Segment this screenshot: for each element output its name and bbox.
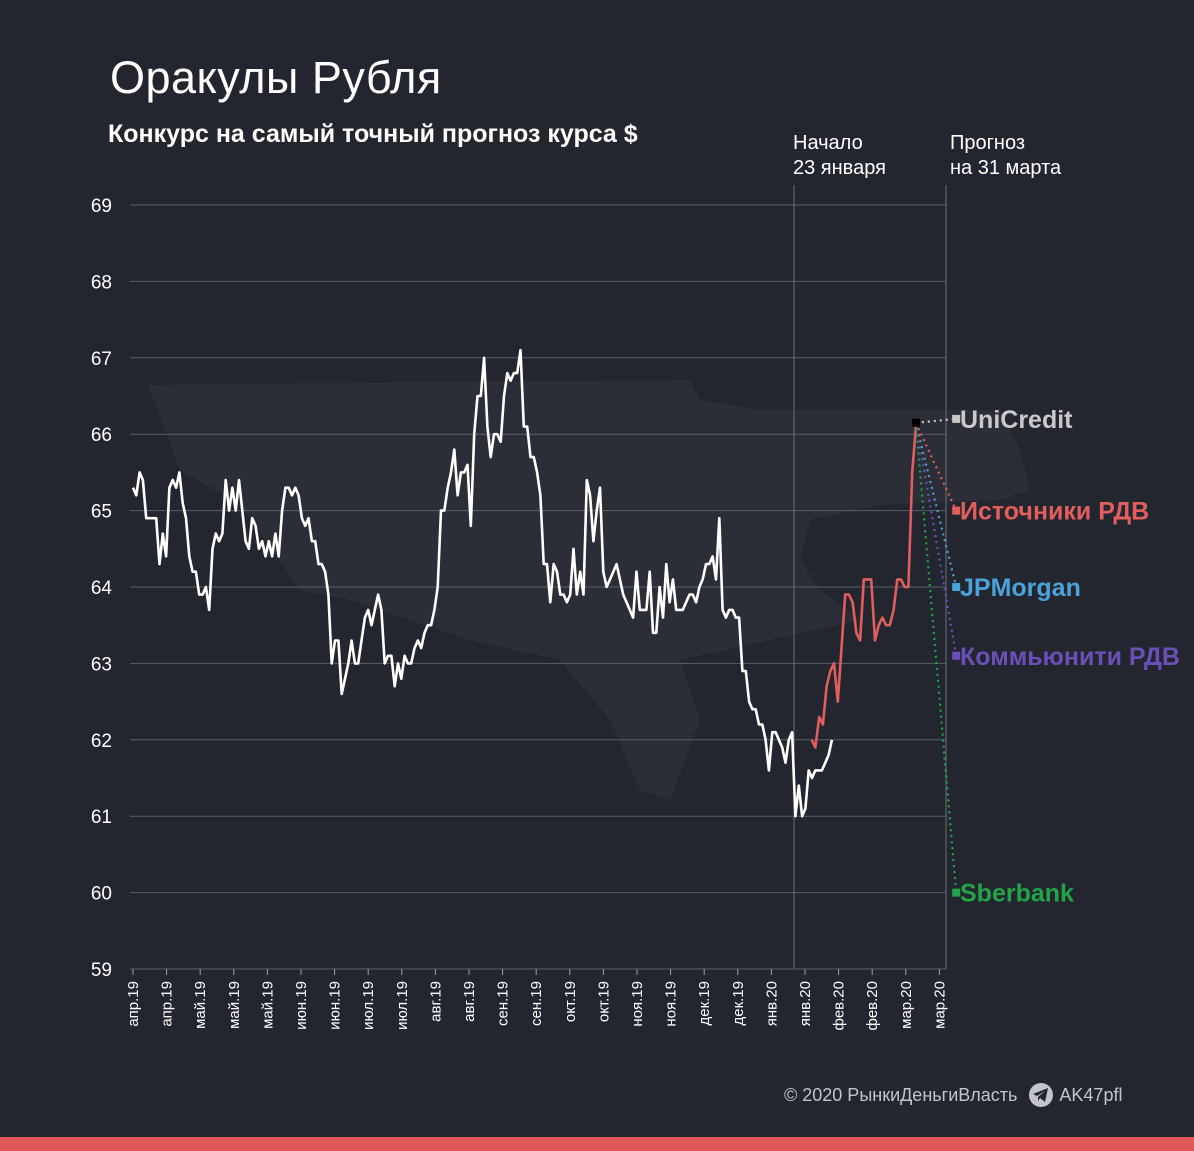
x-tick-label: сен.19 xyxy=(528,981,545,1026)
x-tick-label: июн.19 xyxy=(293,981,310,1030)
y-tick-label: 61 xyxy=(91,807,112,828)
watermark-logo xyxy=(148,380,1030,800)
x-tick-label: окт.19 xyxy=(562,981,579,1022)
footer: © 2020 РынкиДеньгиВласть AK47pfl xyxy=(784,1083,1122,1107)
x-tick-label: май.19 xyxy=(259,981,276,1029)
x-tick-label: ноя.19 xyxy=(629,981,646,1027)
forecast-line xyxy=(914,422,958,893)
chart-subtitle: Конкурс на самый точный прогноз курса $ xyxy=(108,120,638,148)
x-tick-label: дек.19 xyxy=(696,981,713,1026)
forecast-marker xyxy=(952,506,961,515)
x-tick-label: дек.19 xyxy=(730,981,747,1026)
y-tick-label: 67 xyxy=(91,349,112,370)
start-annotation-line2: 23 января xyxy=(793,157,886,179)
y-tick-label: 63 xyxy=(91,654,112,675)
x-tick-label: май.19 xyxy=(192,981,209,1029)
x-tick-label: авг.19 xyxy=(461,981,478,1022)
x-axis: апр.19 апр.19 май.19 май.19 май.19 июн.19 июн.… xyxy=(125,969,948,1031)
forecast-line xyxy=(915,417,957,424)
y-tick-label: 59 xyxy=(91,960,112,981)
x-tick-label: июл.19 xyxy=(360,981,377,1030)
x-tick-label: янв.20 xyxy=(763,981,780,1026)
forecast-marker xyxy=(952,414,961,423)
x-tick-label: май.19 xyxy=(226,981,243,1029)
forecast-lines: UniCredit Источники РДВ JPMorgan Коммьюнити… xyxy=(911,406,1180,908)
forecast-line xyxy=(914,422,958,512)
x-tick-label: окт.19 xyxy=(595,981,612,1022)
forecast-label: Sberbank xyxy=(960,880,1074,908)
telegram-icon xyxy=(1029,1083,1054,1107)
x-tick-label: мар.20 xyxy=(931,981,948,1029)
forecast-origin-marker xyxy=(911,418,920,427)
x-tick-label: ноя.19 xyxy=(663,981,680,1027)
y-tick-label: 65 xyxy=(91,502,112,523)
footer-copyright: © 2020 РынкиДеньгиВласть xyxy=(784,1084,1018,1105)
x-tick-label: авг.19 xyxy=(427,981,444,1022)
x-tick-label: фев.20 xyxy=(831,981,848,1031)
forecast-marker xyxy=(952,651,961,660)
x-tick-label: июн.19 xyxy=(327,981,344,1030)
start-annotation-line1: Начало xyxy=(793,132,863,154)
forecast-marker xyxy=(952,583,961,591)
forecast-annotation-line2: на 31 марта xyxy=(950,157,1062,179)
forecast-label: UniCredit xyxy=(960,406,1073,434)
x-tick-label: янв.20 xyxy=(797,981,814,1026)
forecast-label: Источники РДВ xyxy=(960,498,1149,526)
y-axis: 59 60 61 62 63 64 65 66 67 68 69 xyxy=(91,196,113,981)
footer-channel[interactable]: AK47pfl xyxy=(1059,1084,1123,1105)
x-tick-label: апр.19 xyxy=(159,981,176,1027)
x-tick-label: июл.19 xyxy=(394,981,411,1030)
reference-lines xyxy=(793,185,947,969)
x-tick-label: мар.20 xyxy=(898,981,915,1029)
bottom-accent-bar xyxy=(0,1137,1194,1151)
chart-title: Оракулы Рубля xyxy=(110,52,442,103)
x-tick-label: фев.20 xyxy=(864,981,881,1031)
forecast-label: JPMorgan xyxy=(960,574,1081,602)
y-tick-label: 64 xyxy=(91,578,113,599)
y-tick-label: 60 xyxy=(91,884,112,905)
y-tick-label: 68 xyxy=(91,272,112,293)
x-tick-label: апр.19 xyxy=(125,981,142,1027)
x-tick-label: сен.19 xyxy=(495,981,512,1026)
data-lines xyxy=(131,348,918,818)
history-series-line xyxy=(131,348,834,818)
y-tick-label: 69 xyxy=(91,196,112,217)
y-tick-label: 66 xyxy=(91,425,112,446)
forecast-label: Коммьюнити РДВ xyxy=(960,643,1180,671)
forecast-annotation-line1: Прогноз xyxy=(950,132,1025,154)
y-tick-label: 62 xyxy=(91,731,112,752)
series-line xyxy=(810,426,918,749)
forecast-line xyxy=(914,422,958,588)
forecast-marker xyxy=(952,888,961,897)
grid-lines xyxy=(130,204,946,970)
